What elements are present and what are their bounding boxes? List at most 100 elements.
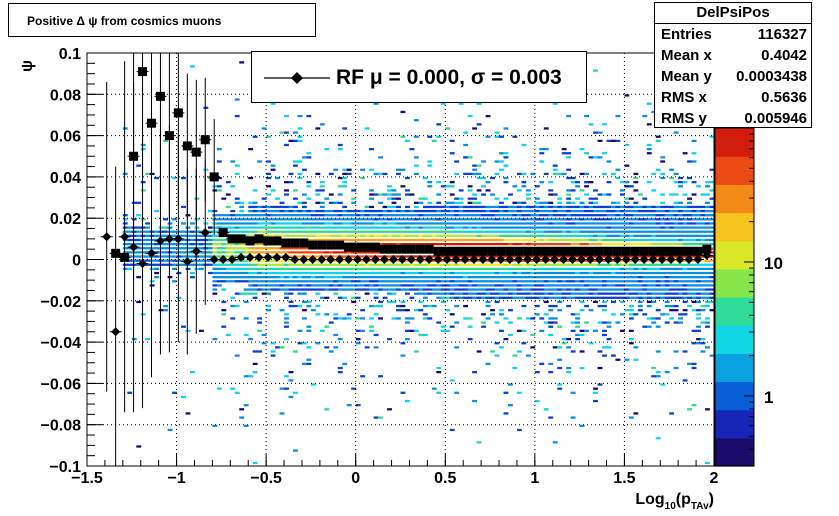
heatmap-cell: [664, 292, 670, 295]
heatmap-cell: [396, 263, 401, 266]
heatmap-cell: [248, 230, 254, 233]
heatmap-cell: [548, 371, 554, 374]
heatmap-cell: [315, 284, 321, 287]
heatmap-cell: [624, 263, 630, 266]
heatmap-cell: [539, 362, 545, 366]
heatmap-cell: [212, 271, 218, 275]
heatmap-cell: [696, 218, 701, 221]
heatmap-cell: [709, 218, 715, 221]
heatmap-cell: [248, 263, 254, 266]
heatmap-cell: [324, 218, 330, 221]
heatmap-cell: [476, 280, 482, 283]
heatmap-cell: [342, 284, 348, 287]
colorbar-segment: [715, 302, 754, 309]
heatmap-cell: [360, 218, 366, 221]
heatmap-cell: [378, 172, 383, 176]
heatmap-cell: [369, 280, 375, 283]
heatmap-cell: [494, 292, 500, 295]
heatmap-cell: [158, 255, 164, 258]
heatmap-cell: [539, 292, 545, 295]
heatmap-cell: [391, 218, 397, 221]
heatmap-cell: [525, 218, 531, 221]
colorbar-segment: [715, 330, 754, 338]
heatmap-cell: [602, 280, 607, 283]
heatmap-cell: [440, 255, 446, 258]
heatmap-cell: [584, 114, 589, 118]
heatmap-cell: [275, 251, 280, 254]
heatmap-cell: [257, 226, 263, 229]
heatmap-cell: [579, 284, 585, 287]
heatmap-cell: [364, 284, 370, 287]
heatmap-cell: [606, 226, 612, 229]
heatmap-cell: [288, 209, 294, 213]
square-marker: [397, 244, 407, 254]
heatmap-cell: [655, 238, 661, 242]
heatmap-cell: [422, 234, 428, 237]
heatmap-cell: [548, 267, 554, 271]
heatmap-cell: [664, 222, 670, 225]
heatmap-cell: [324, 234, 330, 237]
heatmap-cell: [293, 164, 298, 167]
heatmap-cell: [463, 234, 469, 237]
heatmap-cell: [333, 292, 339, 295]
colorbar-segment: [715, 426, 754, 433]
heatmap-cell: [458, 288, 464, 291]
square-marker: [487, 246, 497, 256]
heatmap-cell: [597, 234, 603, 237]
heatmap-cell: [230, 387, 236, 390]
heatmap-cell: [628, 337, 634, 341]
heatmap-cell: [476, 284, 482, 287]
heatmap-cell: [602, 226, 607, 229]
heatmap-cell: [207, 230, 213, 233]
heatmap-cell: [257, 263, 263, 266]
diamond-marker: [290, 255, 300, 264]
heatmap-cell: [172, 238, 177, 242]
diamond-marker: [603, 255, 613, 264]
heatmap-cell: [248, 288, 254, 291]
heatmap-cell: [557, 218, 563, 221]
heatmap-cell: [494, 205, 500, 209]
heatmap-cell: [297, 139, 303, 142]
heatmap-cell: [297, 280, 303, 283]
square-marker: [666, 246, 676, 256]
heatmap-cell: [696, 329, 701, 332]
heatmap-cell: [664, 288, 670, 291]
heatmap-cell: [324, 284, 330, 287]
heatmap-cell: [557, 309, 563, 312]
heatmap-cell: [413, 276, 419, 279]
heatmap-cell: [463, 280, 469, 283]
colorbar-segment: [715, 313, 754, 321]
heatmap-cell: [145, 247, 151, 250]
colorbar-segment: [715, 201, 754, 208]
heatmap-cell: [628, 296, 634, 299]
heatmap-cell: [190, 65, 195, 68]
heatmap-cell: [400, 263, 406, 266]
heatmap-cell: [651, 296, 657, 299]
colorbar-segment: [715, 240, 754, 247]
heatmap-cell: [646, 288, 652, 291]
x-tick-label: −0.5: [250, 470, 282, 487]
heatmap-cell: [431, 222, 437, 225]
heatmap-cell: [185, 226, 191, 229]
heatmap-cell: [279, 346, 285, 349]
heatmap-cell: [257, 271, 263, 275]
heatmap-cell: [472, 399, 478, 403]
heatmap-cell: [279, 251, 285, 254]
heatmap-cell: [176, 271, 182, 275]
heatmap-cell: [431, 255, 437, 258]
square-marker: [559, 246, 569, 256]
heatmap-cell: [172, 242, 177, 246]
heatmap-cell: [293, 263, 298, 266]
heatmap-cell: [230, 296, 236, 299]
heatmap-cell: [351, 197, 357, 200]
heatmap-cell: [512, 185, 518, 188]
heatmap-cell: [413, 201, 419, 204]
heatmap-cell: [288, 263, 294, 266]
heatmap-cell: [503, 214, 509, 217]
heatmap-cell: [530, 255, 536, 258]
colorbar-segment: [715, 223, 754, 230]
heatmap-cell: [364, 267, 370, 271]
heatmap-cell: [319, 201, 325, 204]
heatmap-cell: [597, 280, 603, 283]
heatmap-cell: [257, 205, 263, 209]
